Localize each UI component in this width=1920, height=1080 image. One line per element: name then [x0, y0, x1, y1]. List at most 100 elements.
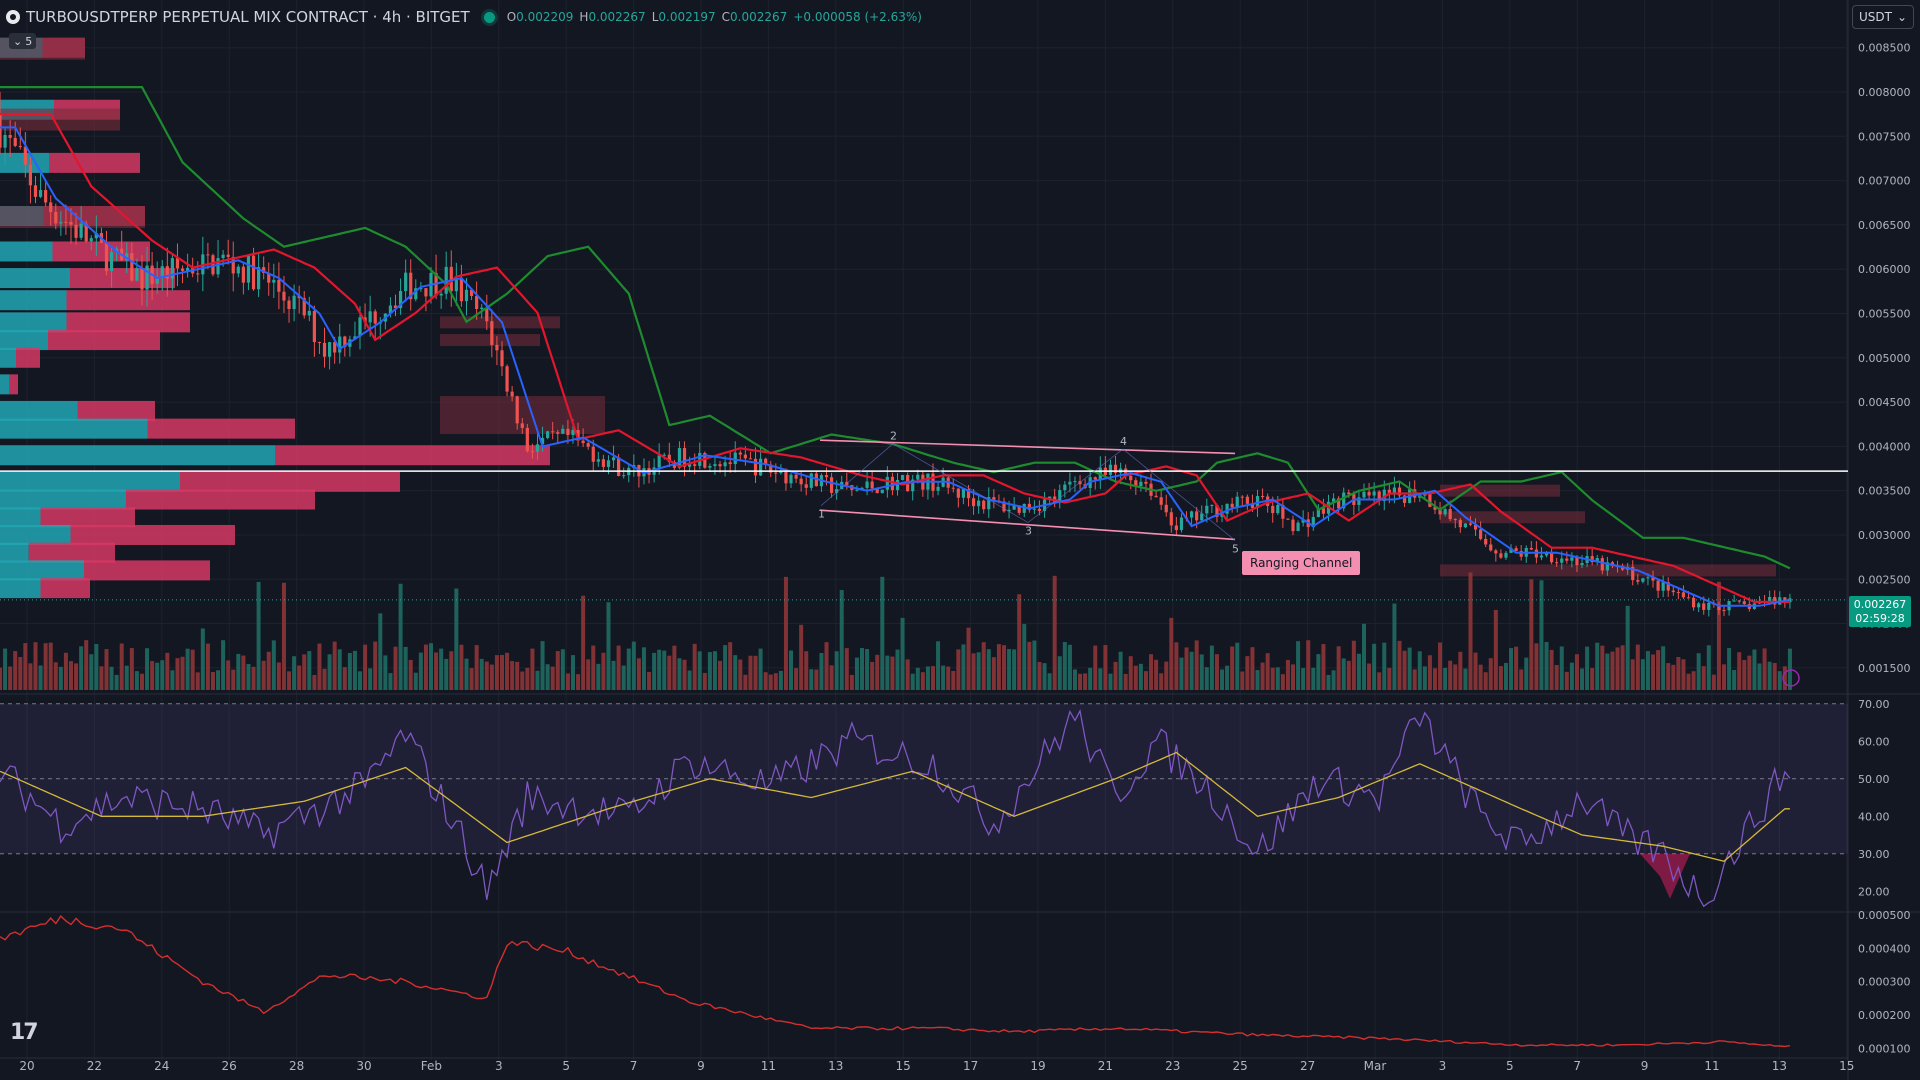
time-axis-label: 5 [562, 1059, 570, 1073]
volume-bar [550, 666, 555, 690]
candle-body [1580, 563, 1584, 566]
volume-bar [1169, 617, 1174, 690]
candle-body [267, 272, 271, 283]
volume-bar [905, 659, 910, 690]
candle-body [682, 447, 687, 467]
time-axis-label: 3 [495, 1059, 503, 1073]
volume-bar [1230, 646, 1235, 690]
indicators-toggle-button[interactable]: ⌄ 5 [9, 33, 37, 49]
candle-body [1636, 580, 1640, 582]
volume-bar [139, 673, 144, 690]
candle-body [368, 311, 372, 323]
volume-bar [1402, 650, 1407, 690]
candle-body [520, 423, 524, 428]
candle-body [1382, 489, 1386, 502]
candle-body [1438, 509, 1442, 515]
volume-bar [84, 640, 89, 690]
candle-body [454, 277, 458, 292]
time-axis-label: 28 [289, 1059, 304, 1073]
volume-bar [662, 650, 667, 690]
candle-body [155, 277, 159, 284]
alert-bolt-icon[interactable] [1782, 669, 1800, 687]
volume-bar [647, 671, 652, 690]
volume-bar [489, 664, 494, 690]
volume-bar [697, 651, 702, 690]
volume-bar [1235, 642, 1240, 690]
wave-label: 3 [1025, 525, 1032, 538]
candle-body [69, 221, 73, 225]
volume-bar [134, 671, 139, 690]
volume-bar [971, 653, 976, 690]
volume-bar [981, 642, 986, 690]
candle-body [1017, 505, 1021, 513]
volume-bar [302, 654, 307, 690]
candle-body [1063, 484, 1067, 491]
candle-body [799, 478, 803, 485]
candle-body [865, 481, 869, 488]
currency-select[interactable]: USDT ⌄ [1852, 5, 1914, 29]
high-value: 0.002267 [588, 10, 646, 24]
candle-body [546, 431, 550, 438]
ranging-channel-label[interactable]: Ranging Channel [1242, 551, 1361, 575]
wave-label: 5 [1232, 542, 1239, 555]
volume-profile-sell [28, 542, 115, 563]
candle-body [1565, 558, 1569, 561]
volume-bar [292, 656, 297, 690]
candle-body [703, 452, 707, 468]
candle-body [1631, 566, 1635, 581]
candle-body [49, 202, 53, 212]
volume-bar [226, 660, 231, 690]
volume-bar [1529, 579, 1534, 690]
volume-bar [79, 646, 84, 690]
candle-body [251, 255, 256, 290]
volume-bar [1651, 654, 1656, 690]
volume-bar [849, 674, 854, 690]
candle-body [1291, 519, 1295, 532]
volume-bar [474, 645, 479, 690]
volume-profile-sell [275, 445, 550, 466]
symbol-title[interactable]: TURBOUSDTPERP PERPETUAL MIX CONTRACT · 4… [26, 8, 470, 26]
volume-bar [23, 643, 28, 690]
time-axis-label: Mar [1364, 1059, 1387, 1073]
volume-bar [1443, 667, 1448, 690]
ema-fast-line [0, 126, 1791, 607]
candle-body [870, 481, 874, 489]
volume-bar [109, 666, 114, 690]
volume-bar [870, 661, 875, 690]
volume-bar [520, 671, 525, 690]
market-status-icon[interactable] [483, 11, 495, 23]
candle-body [1311, 517, 1315, 528]
candle-body [1108, 464, 1113, 475]
candle-body [1240, 496, 1244, 498]
rsi-axis-label: 30.00 [1858, 848, 1890, 861]
volume-bar [1600, 645, 1605, 690]
volume-bar [1093, 645, 1098, 690]
volume-bar [1762, 648, 1767, 690]
volume-bar [1361, 623, 1366, 690]
tradingview-logo-icon[interactable]: 17 [10, 1020, 39, 1045]
volume-bar [925, 666, 930, 690]
volume-bar [1250, 647, 1255, 690]
candle-body [1164, 504, 1168, 513]
candle-body [1230, 503, 1234, 508]
volume-bar [829, 665, 834, 690]
candle-body [505, 366, 509, 392]
volume-bar [114, 674, 119, 690]
volume-bar [900, 617, 905, 690]
volume-bar [1509, 648, 1514, 690]
volume-bar [464, 658, 469, 690]
volume-bar [408, 659, 413, 690]
volume-bar [1716, 581, 1721, 690]
volume-bar [819, 652, 824, 690]
low-label: L [651, 10, 659, 24]
price-axis-label: 0.002500 [1858, 573, 1911, 586]
volume-profile-sell [147, 418, 295, 439]
volume-bar [1701, 666, 1706, 690]
candle-body [343, 336, 347, 347]
candle-body [480, 307, 484, 309]
candle-body [895, 480, 900, 491]
volatility-line [0, 915, 1790, 1048]
candle-body [1093, 477, 1097, 480]
volume-bar [576, 674, 581, 690]
